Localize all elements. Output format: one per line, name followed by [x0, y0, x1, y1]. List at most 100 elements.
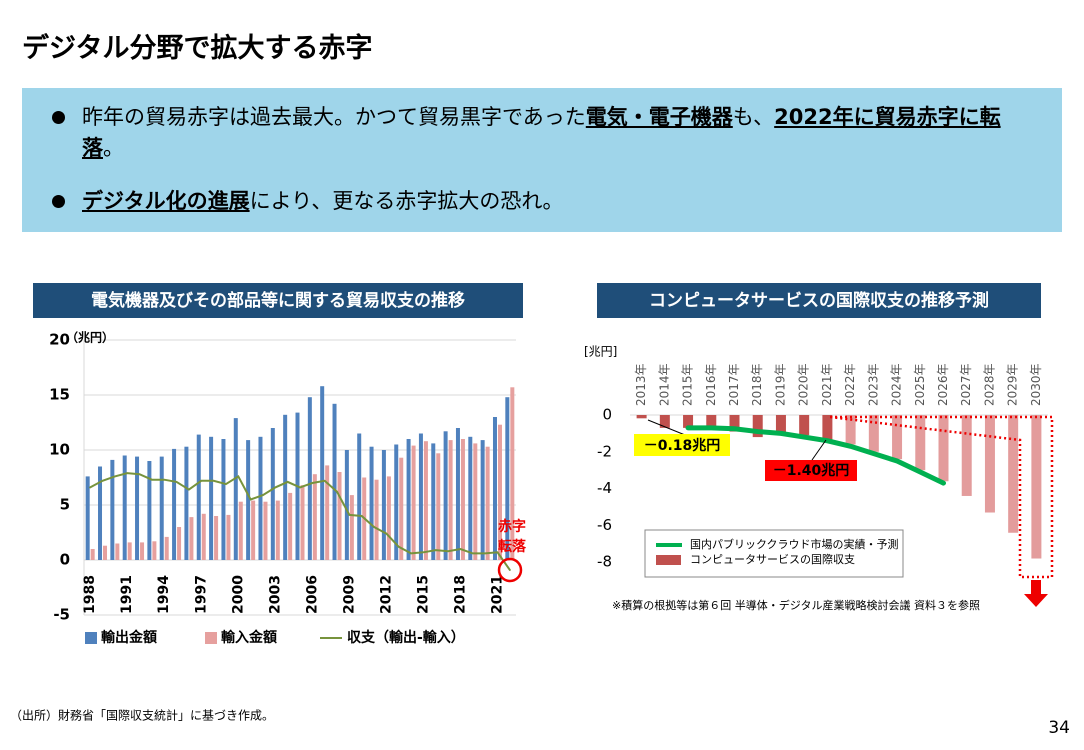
- bar: [221, 439, 226, 560]
- bar: [307, 397, 312, 560]
- bar: [152, 541, 157, 560]
- bar: [233, 418, 238, 560]
- bar: [214, 516, 219, 560]
- y-tick-label: 0: [60, 551, 70, 569]
- x-tick-label: 2022年: [843, 363, 857, 406]
- bar: [505, 397, 510, 560]
- bar: [90, 549, 95, 560]
- bullet-text: 電気・電子機器: [585, 105, 733, 129]
- bar: [159, 456, 164, 560]
- bar: [189, 517, 194, 560]
- bar: [984, 415, 995, 513]
- bar: [209, 436, 214, 560]
- chart-header: [33, 283, 523, 318]
- bar: [473, 443, 478, 560]
- bar: [201, 513, 206, 560]
- bullet: 昨年の貿易赤字は過去最大。かつて貿易黒字であった電気・電子機器も、2022年に貿…: [52, 102, 1042, 164]
- y-axis-label: [兆円]: [584, 345, 617, 359]
- chart-title: コンピュータサービスの国際収支の推移予測: [649, 290, 989, 311]
- bar: [386, 476, 391, 560]
- x-tick-label: 2017年: [727, 363, 741, 406]
- annotation-box: [634, 434, 730, 456]
- y-tick-label: -2: [597, 442, 612, 460]
- bar: [1008, 415, 1019, 533]
- bar: [369, 446, 374, 560]
- page-number: 34: [1048, 718, 1070, 738]
- arrow: [1024, 580, 1048, 607]
- forecast-outline: [829, 415, 1054, 579]
- bar: [868, 415, 879, 452]
- x-tick-label: 2015: [415, 575, 431, 614]
- bar: [196, 434, 201, 560]
- x-tick-label: 1991: [119, 575, 135, 614]
- x-tick-label: 2024年: [890, 363, 904, 406]
- bar: [460, 439, 465, 560]
- legend-label: 国内パブリッククラウド市場の実績・予測: [690, 537, 899, 551]
- bar: [288, 492, 293, 560]
- bar: [127, 542, 132, 560]
- bar: [135, 456, 140, 560]
- x-tick-label: 2020年: [797, 363, 811, 406]
- bar: [164, 536, 169, 560]
- bullet: デジタル化の進展により、更なる赤字拡大の恐れ。: [52, 186, 1042, 217]
- y-tick-label: -6: [597, 516, 612, 534]
- bar: [258, 436, 263, 560]
- bar: [110, 459, 115, 560]
- bullet-text: デジタル化の進展: [82, 189, 250, 213]
- legend-label: 収支（輸出-輸入）: [347, 629, 465, 646]
- bar: [436, 453, 441, 560]
- bar: [394, 444, 399, 560]
- bar: [103, 545, 108, 560]
- x-tick-label: 2027年: [959, 363, 973, 406]
- bar: [961, 415, 972, 496]
- bar: [283, 414, 288, 560]
- x-tick-label: 2021: [489, 575, 505, 614]
- bar: [140, 542, 145, 560]
- bar: [1031, 415, 1042, 559]
- bar: [683, 415, 694, 428]
- bar: [332, 403, 337, 560]
- bar: [312, 474, 317, 560]
- annotation: －0.18兆円: [644, 438, 721, 454]
- bar: [344, 450, 349, 560]
- x-tick-label: 2026年: [936, 363, 950, 406]
- x-tick-label: 2021年: [820, 363, 834, 406]
- bar: [270, 428, 275, 560]
- footnote: ※積算の根拠等は第６回 半導体・デジタル産業戦略検討会議 資料３を参照: [612, 598, 980, 612]
- x-tick-label: 2009: [341, 575, 357, 614]
- bar: [752, 415, 763, 438]
- y-tick-label: 10: [49, 441, 70, 459]
- slide-title: デジタル分野で拡大する赤字: [22, 33, 373, 64]
- bar: [636, 415, 647, 419]
- bar: [275, 500, 280, 560]
- y-tick-label: -8: [597, 553, 612, 571]
- annotation: －1.40兆円: [773, 463, 850, 479]
- y-tick-label: -5: [53, 606, 70, 624]
- x-tick-label: 2015年: [681, 363, 695, 406]
- line: [89, 472, 511, 571]
- legend-swatch: [656, 555, 681, 565]
- annotation: 赤字: [498, 518, 526, 535]
- legend-swatch: [85, 632, 97, 644]
- bar: [418, 433, 423, 560]
- y-tick-label: 20: [49, 331, 70, 349]
- bar: [263, 501, 268, 560]
- chart-header: [597, 283, 1041, 318]
- bullet-text: 2022年に貿易赤字に転落: [82, 105, 1001, 160]
- x-tick-label: 2016年: [704, 363, 718, 406]
- y-tick-label: 15: [49, 386, 70, 404]
- x-tick-label: 2018年: [750, 363, 764, 406]
- bullet-text: により、更なる赤字拡大の恐れ。: [249, 189, 564, 213]
- legend-label: 輸出金額: [101, 629, 157, 646]
- y-tick-label: 5: [60, 496, 70, 514]
- highlight-circle: [497, 557, 523, 583]
- bar: [98, 466, 103, 560]
- y-tick-label: -4: [597, 479, 612, 497]
- x-tick-label: 2019年: [773, 363, 787, 406]
- x-tick-label: 1997: [193, 575, 209, 614]
- bar: [300, 485, 305, 560]
- bar: [497, 424, 502, 560]
- bar: [374, 479, 379, 560]
- legend-box: [644, 529, 904, 578]
